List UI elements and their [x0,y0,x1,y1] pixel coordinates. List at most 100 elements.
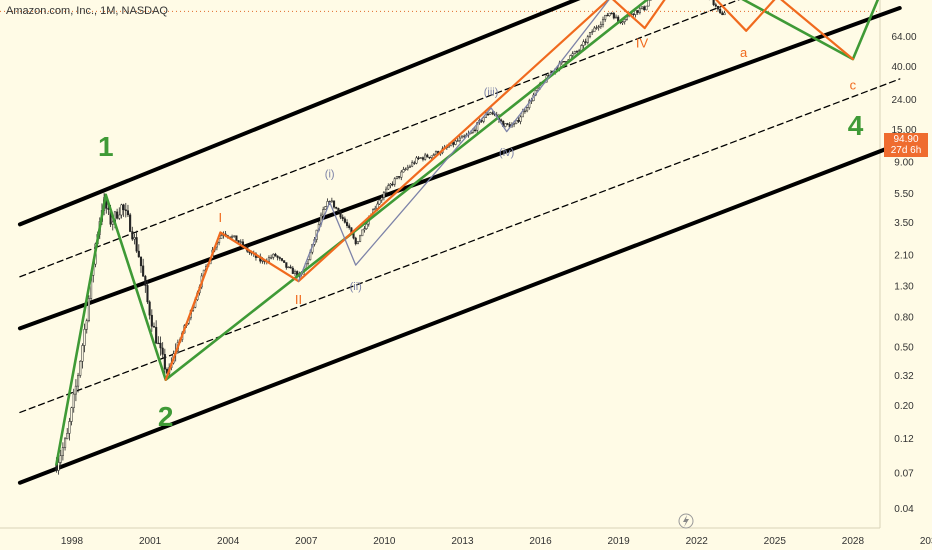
candle-body [335,206,338,209]
candle-body [398,176,401,178]
y-tick-label: 0.20 [894,401,914,412]
candle-body [584,41,587,43]
candle-body [59,455,62,463]
candle-body [161,347,164,355]
candle-body [415,157,418,164]
candle-body [330,200,333,203]
wave-label: (i) [325,169,335,181]
candle-body [712,0,715,5]
wave-label: (iii) [484,87,499,99]
candle-body [239,241,242,243]
candle-body [148,301,151,316]
x-tick-label: 2013 [451,536,474,547]
candle-body [402,169,405,173]
channel-line [17,0,581,227]
candle-body [356,241,359,245]
wave-path-intermediate [164,0,855,381]
candle-body [139,256,143,267]
candle-body [289,266,292,269]
wave-label: IV [636,35,649,50]
candle-body [606,14,609,17]
candle-body [582,41,585,46]
candle-body [417,157,420,159]
y-tick-label: 2.10 [894,251,914,262]
candle-body [267,257,271,262]
candle-body [608,12,611,16]
candle-body [586,36,589,43]
candle-body [157,342,160,345]
y-tick-label: 0.50 [894,343,914,354]
candle-body [122,204,125,211]
candle-body [274,253,277,257]
candle-body [393,178,396,185]
candle-body [120,204,123,216]
candle-body [339,211,342,218]
candle-body [614,16,618,19]
candle-body [721,12,724,16]
candle-body [68,421,71,434]
candle-body [387,185,390,190]
candle-body [506,123,509,125]
candle-body [285,262,288,268]
candle-body [359,235,362,242]
candle-body [463,135,466,138]
candle-body [118,214,121,219]
y-tick-label: 15.00 [891,125,916,136]
candle-body [79,361,82,376]
candle-body [623,19,626,22]
y-tick-label: 1.30 [894,281,914,292]
candle-body [385,188,388,193]
y-tick-label: 0.80 [894,312,914,323]
candle-body [391,183,394,186]
channel-line [17,141,902,485]
candle-body [337,208,340,212]
candle-body [647,0,650,7]
candle-body [621,21,624,24]
candle-body [142,265,145,277]
candle-body [85,320,88,330]
candle-body [573,51,576,54]
candle-body [83,328,86,346]
wave-path-primary [55,0,880,466]
candle-body [519,116,522,122]
candle-body [322,209,325,216]
candle-body [348,225,351,228]
y-tick-label: 5.50 [894,189,914,200]
candle-body [270,257,273,259]
candle-body [87,298,90,321]
candle-body [155,327,158,344]
candle-body [408,165,412,168]
candle-body [523,110,526,112]
wave-label: (iv) [499,147,514,159]
y-tick-label: 0.32 [894,371,914,382]
candle-body [428,156,431,159]
candle-body [272,253,275,258]
last-price-value: 94.90 [893,134,919,145]
candle-body [152,326,156,328]
candle-body [482,117,485,122]
candle-body [324,206,327,210]
last-price-tag: 94.90 27d 6h [884,133,928,157]
candle-body [146,285,149,303]
candle-body [61,447,64,456]
wave-label: II [295,292,302,307]
candle-body [638,8,641,13]
candle-body [126,210,130,216]
candle-body [131,231,134,240]
candle-body [632,13,635,15]
candle-body [64,438,67,448]
candle-body [280,258,284,261]
candle-body [233,235,236,237]
candle-body [588,32,592,37]
candle-body [231,236,234,238]
candle-body [374,207,377,210]
candle-body [291,267,294,274]
candle-body [634,10,637,15]
candle-body [610,12,613,15]
candle-body [491,112,494,114]
candle-body [595,27,598,29]
candle-body [504,123,507,127]
candle-body [382,192,385,198]
candle-body [380,197,383,201]
